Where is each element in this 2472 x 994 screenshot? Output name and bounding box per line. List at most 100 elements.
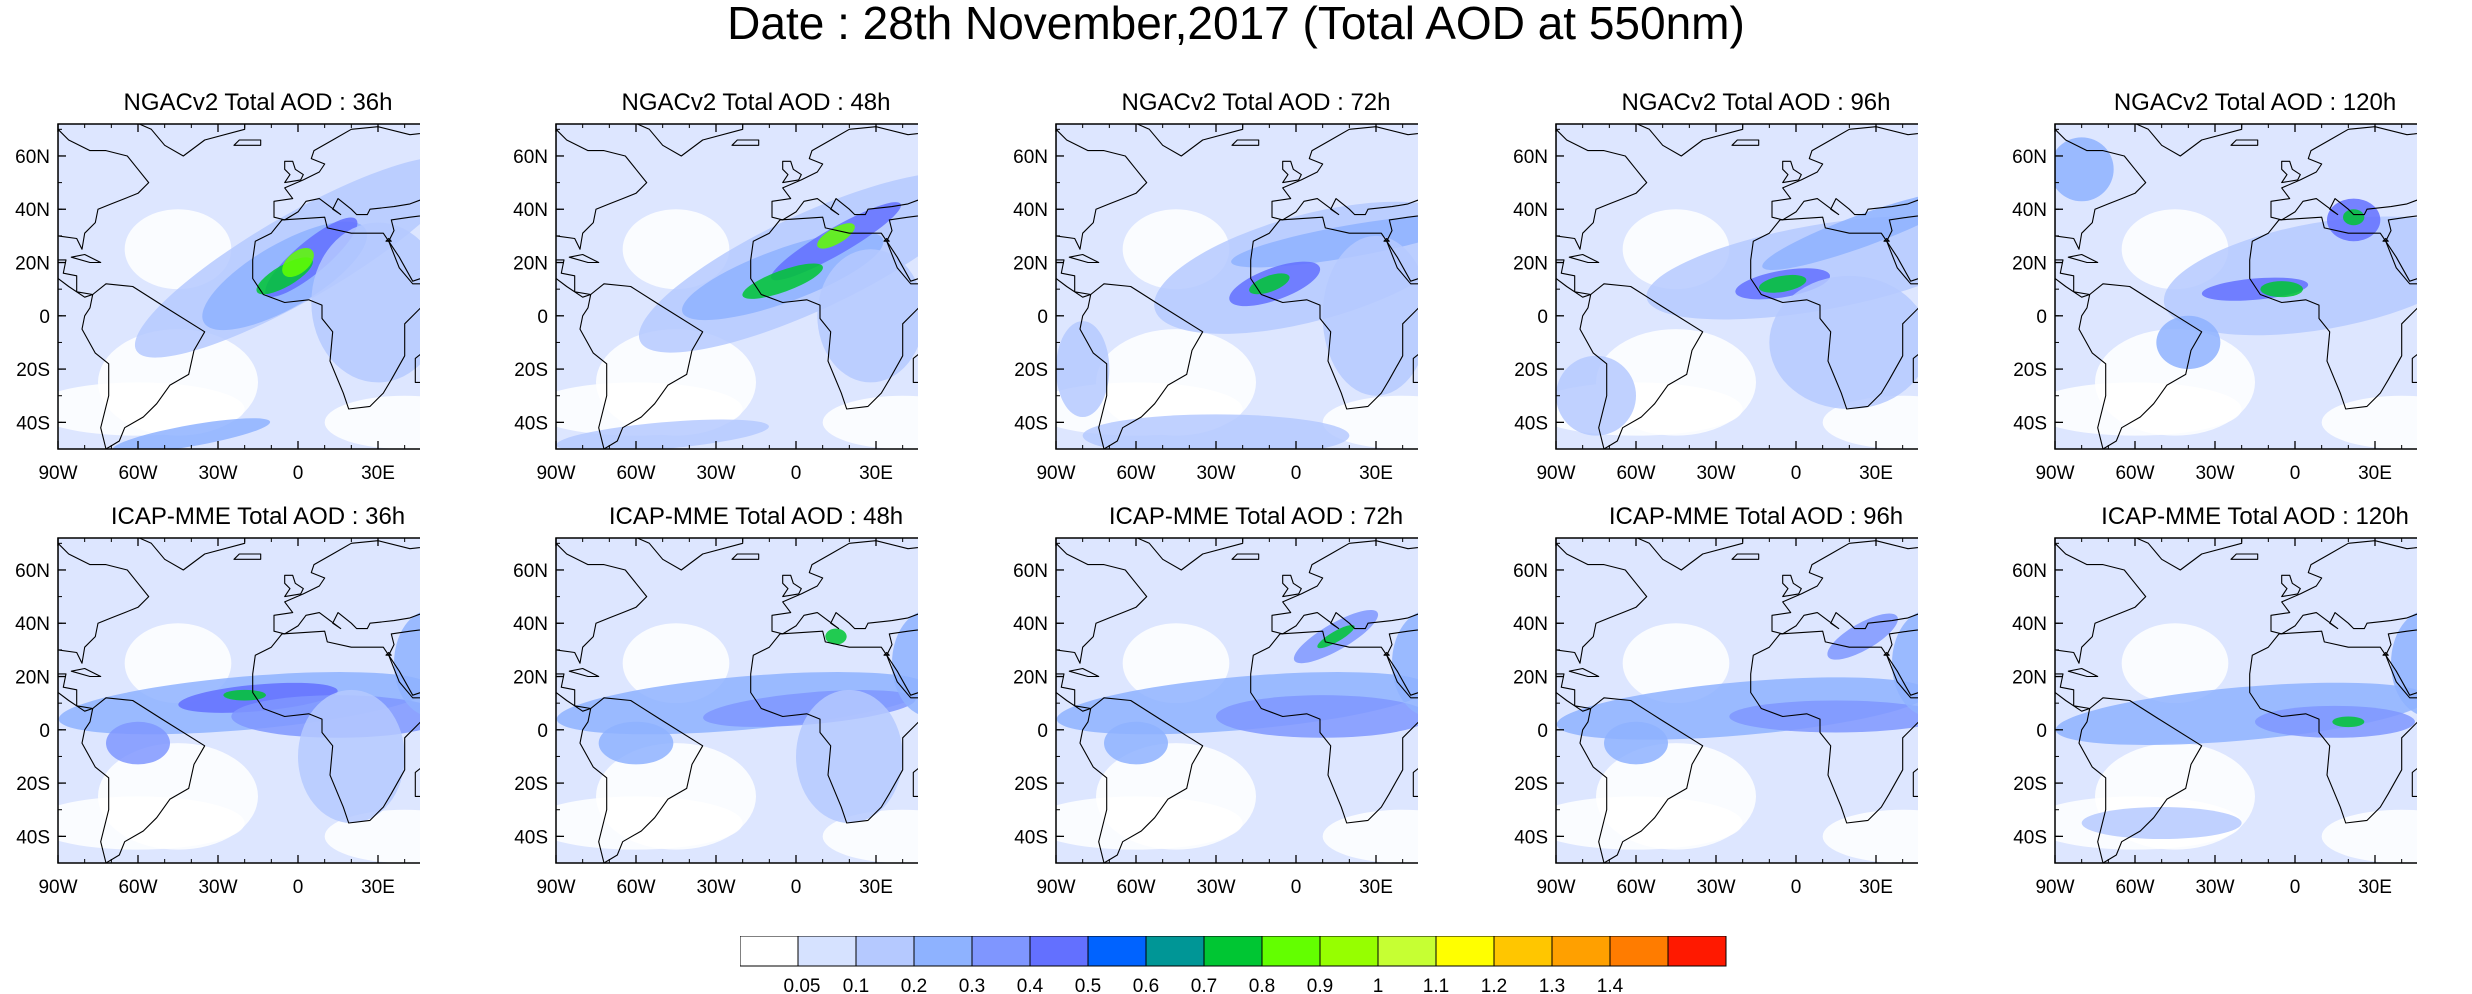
map-panel: NGACv2 Total AOD : 48h90W60W30W030E60E60… bbox=[498, 88, 918, 488]
lat-tick-label: 0 bbox=[1537, 307, 1548, 328]
map-plot: NGACv2 Total AOD : 96h90W60W30W030E60E60… bbox=[1513, 89, 1918, 484]
map-frame bbox=[57, 537, 420, 864]
coastline-cuba bbox=[1568, 253, 1600, 264]
coastline-middle-east bbox=[1886, 215, 1918, 282]
coastline-cuba bbox=[1068, 253, 1100, 264]
coastline-madagascar bbox=[1912, 353, 1918, 383]
map-panel: NGACv2 Total AOD : 120h90W60W30W030E60E6… bbox=[1997, 88, 2417, 488]
lat-tick-label: 40S bbox=[16, 827, 50, 848]
lat-tick-label: 20N bbox=[1513, 668, 1548, 689]
colorbar-label: 0.2 bbox=[901, 976, 927, 994]
coastline-madagascar bbox=[2411, 353, 2417, 383]
colorbar-swatch bbox=[1493, 936, 1553, 967]
lon-tick-label: 90W bbox=[38, 463, 77, 484]
lat-tick-label: 20S bbox=[1514, 360, 1548, 381]
lon-tick-label: 60W bbox=[118, 463, 157, 484]
coastline-south-america bbox=[2078, 283, 2203, 449]
lat-tick-label: 60N bbox=[1513, 561, 1548, 582]
lon-tick-label: 30E bbox=[2358, 463, 2392, 484]
coastline-iceland bbox=[1731, 139, 1760, 146]
coastline-middle-east bbox=[1386, 215, 1418, 282]
coastline-europe bbox=[2270, 540, 2417, 635]
panel-title: NGACv2 Total AOD : 48h bbox=[621, 89, 890, 116]
aod-plume bbox=[2163, 216, 2417, 336]
lon-tick-label: 60W bbox=[118, 877, 157, 898]
aod-plume bbox=[2332, 716, 2365, 728]
colorbar-label: 1 bbox=[1373, 976, 1384, 994]
lon-tick-label: 90W bbox=[536, 877, 575, 898]
colorbar-swatch bbox=[1319, 936, 1379, 967]
lon-tick-label: 30E bbox=[1359, 877, 1393, 898]
coastline-britain bbox=[284, 574, 304, 598]
lat-tick-label: 0 bbox=[537, 307, 548, 328]
lon-tick-label: 0 bbox=[1291, 877, 1302, 898]
map-panel: ICAP-MME Total AOD : 96h90W60W30W030E60E… bbox=[1498, 502, 1918, 902]
lon-tick-label: 0 bbox=[293, 463, 304, 484]
lon-tick-label: 60W bbox=[1116, 877, 1155, 898]
aod-plume bbox=[2343, 209, 2365, 226]
map-panel: ICAP-MME Total AOD : 36h90W60W30W030E60E… bbox=[0, 502, 420, 902]
coastline-south-america bbox=[1079, 697, 1204, 863]
map-panel: NGACv2 Total AOD : 36h90W60W30W030E60E60… bbox=[0, 88, 420, 488]
coastline-middle-east bbox=[388, 215, 420, 282]
colorbar-label: 1.3 bbox=[1539, 976, 1565, 994]
coastline-middle-east bbox=[388, 629, 420, 696]
lat-tick-label: 40S bbox=[1514, 413, 1548, 434]
coastline-madagascar bbox=[1412, 767, 1418, 797]
lon-tick-label: 90W bbox=[1036, 463, 1075, 484]
lon-tick-label: 30W bbox=[2195, 463, 2234, 484]
lat-tick-label: 60N bbox=[513, 147, 548, 168]
coastline-central-america bbox=[58, 259, 94, 298]
coastline-south-america bbox=[1579, 283, 1704, 449]
aod-plume bbox=[2156, 315, 2221, 370]
coastline-north-america bbox=[1556, 128, 1648, 250]
map-panel: ICAP-MME Total AOD : 48h90W60W30W030E60E… bbox=[498, 502, 918, 902]
lon-tick-label: 30W bbox=[1196, 877, 1235, 898]
aod-plume bbox=[1769, 275, 1918, 410]
colorbar-label: 0.6 bbox=[1133, 976, 1159, 994]
colorbar-swatch bbox=[1377, 936, 1437, 967]
coastline-central-america bbox=[1556, 259, 1592, 298]
coastline-greenland bbox=[636, 538, 744, 571]
aod-plume bbox=[817, 249, 918, 383]
coastline-europe bbox=[1271, 126, 1418, 221]
coastline-africa bbox=[1250, 216, 1418, 410]
coastline-britain bbox=[1782, 160, 1802, 184]
lon-tick-label: 60W bbox=[616, 877, 655, 898]
colorbar-label: 1.2 bbox=[1481, 976, 1507, 994]
lat-tick-label: 20S bbox=[2013, 774, 2047, 795]
coastline-cuba bbox=[70, 253, 102, 264]
aod-plume bbox=[825, 628, 847, 645]
coastline-central-america bbox=[556, 259, 592, 298]
coastline-arabian-red-sea-gap bbox=[883, 651, 890, 656]
coastline-britain bbox=[1282, 574, 1302, 598]
map-panel: NGACv2 Total AOD : 96h90W60W30W030E60E60… bbox=[1498, 88, 1918, 488]
aod-plume bbox=[1231, 215, 1418, 268]
coastline-iceland bbox=[731, 139, 760, 146]
coastline-africa bbox=[2249, 216, 2417, 410]
coastline-middle-east bbox=[1386, 629, 1418, 696]
panel-title: ICAP-MME Total AOD : 48h bbox=[609, 503, 903, 530]
colorbar-swatch bbox=[855, 936, 915, 967]
map-plot: ICAP-MME Total AOD : 120h 90W 60W 30W 0 30E 60… bbox=[2012, 503, 2417, 898]
lon-tick-label: 30E bbox=[859, 877, 893, 898]
lon-tick-label: 0 bbox=[1291, 463, 1302, 484]
lat-tick-label: 40N bbox=[2012, 614, 2047, 635]
lon-tick-label: 90W bbox=[1036, 877, 1075, 898]
lat-tick-label: 20S bbox=[16, 360, 50, 381]
aod-plume bbox=[1892, 612, 1918, 714]
lon-tick-label: 30E bbox=[361, 463, 395, 484]
coastline-arabian-red-sea-gap bbox=[2382, 237, 2389, 242]
lat-tick-label: 40N bbox=[513, 614, 548, 635]
colorbar-swatch bbox=[1087, 936, 1147, 967]
lat-tick-label: 20S bbox=[2013, 360, 2047, 381]
coastline-greenland bbox=[138, 538, 246, 571]
coastline-south-america bbox=[1579, 697, 1704, 863]
lon-tick-label: 30E bbox=[859, 463, 893, 484]
lon-tick-label: 60W bbox=[2115, 877, 2154, 898]
map-frame bbox=[1055, 537, 1418, 864]
coastline-britain bbox=[2281, 574, 2301, 598]
lat-tick-label: 20N bbox=[513, 254, 548, 275]
colorbar-swatch bbox=[1145, 936, 1205, 967]
colorbar-label: 1.1 bbox=[1423, 976, 1449, 994]
